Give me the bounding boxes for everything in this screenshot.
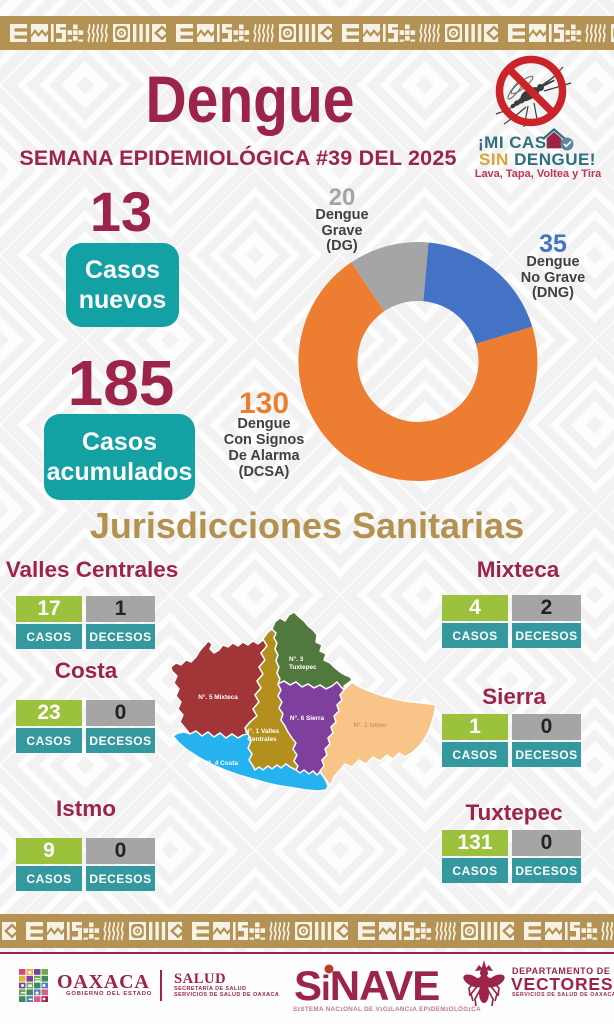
svg-text:N°. 1 Valles: N°. 1 Valles <box>245 727 280 735</box>
svg-text:N°. 2 Istmo: N°. 2 Istmo <box>353 721 386 729</box>
svg-text:Tuxtepec: Tuxtepec <box>289 664 317 671</box>
svg-text:Centrales: Centrales <box>247 736 277 743</box>
svg-text:N°. 6 Sierra: N°. 6 Sierra <box>290 714 325 722</box>
svg-text:N°. 3: N°. 3 <box>289 655 304 663</box>
svg-text:N°. 4 Costa: N°. 4 Costa <box>204 759 238 767</box>
svg-text:N°. 5 Mixteca: N°. 5 Mixteca <box>198 693 238 701</box>
